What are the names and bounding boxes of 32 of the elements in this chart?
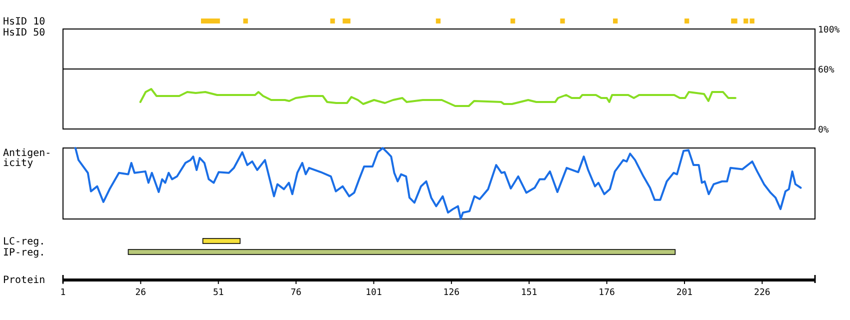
- bar: [510, 18, 516, 24]
- x-axis-title: Protein: [3, 275, 46, 286]
- bar: [613, 18, 618, 24]
- bar: [684, 18, 690, 24]
- y-tick-label: 100%: [818, 26, 840, 36]
- y-tick-label: LC-reg.: [3, 236, 46, 248]
- y-axis-title: Antigen- icity: [3, 148, 52, 169]
- x-tick-label: 26: [135, 288, 146, 298]
- x-tick-label: 51: [212, 288, 224, 298]
- bar: [436, 18, 441, 24]
- y-tick-label: 0%: [818, 126, 830, 136]
- x-tick-label: 101: [366, 288, 382, 298]
- bar: [342, 18, 350, 24]
- x-tick-label: 201: [676, 288, 693, 298]
- x-tick-label: 151: [520, 288, 538, 298]
- x-tick-label: 76: [290, 288, 302, 298]
- y-tick-label: IP-reg.: [3, 248, 46, 258]
- bar: [200, 18, 220, 24]
- x-tick-label: 126: [443, 288, 460, 298]
- x-tick-label: 1: [60, 288, 66, 298]
- y-tick-label: 60%: [818, 66, 835, 76]
- bar: [128, 249, 676, 255]
- y-tick-label: HsID 10: [3, 16, 46, 28]
- bar: [202, 238, 241, 244]
- bar: [560, 18, 565, 24]
- y-tick-label: HsID 50: [3, 28, 46, 38]
- x-tick-label: 176: [598, 288, 615, 298]
- bar: [731, 18, 738, 24]
- x-tick-label: 226: [754, 288, 770, 298]
- bar: [330, 18, 335, 24]
- line-series: [139, 88, 736, 107]
- bar: [243, 18, 248, 24]
